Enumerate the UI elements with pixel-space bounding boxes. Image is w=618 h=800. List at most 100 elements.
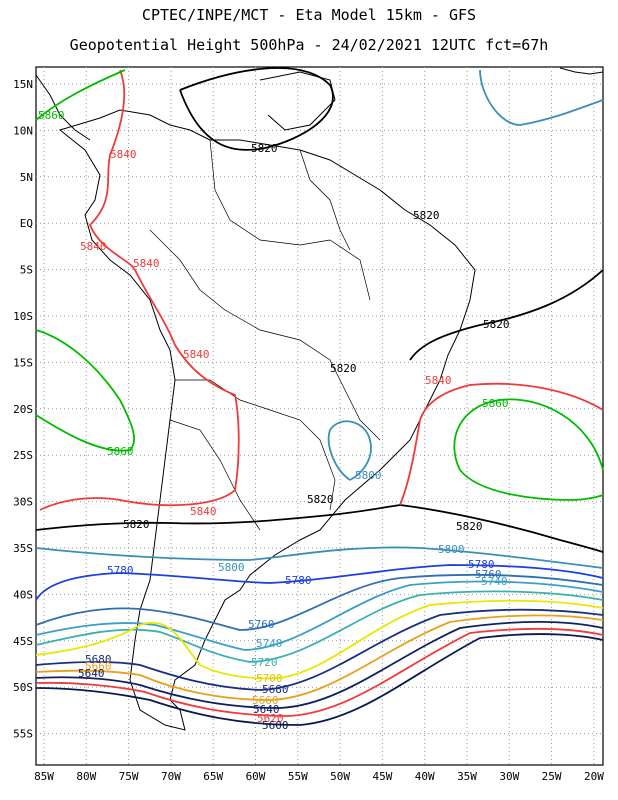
contour-label: 5860 (482, 397, 509, 410)
lat-tick-label: 50S (13, 681, 33, 694)
contour-5860-pacific (35, 329, 135, 452)
lat-tick-label: EQ (20, 217, 33, 230)
contour-label: 5820 (307, 493, 334, 506)
lon-tick-label: 50W (330, 770, 350, 783)
lon-tick-label: 35W (457, 770, 477, 783)
border-line (209, 139, 371, 301)
lat-tick-label: 30S (13, 496, 33, 509)
contour-5740 (35, 580, 604, 651)
contour-5660 (35, 614, 604, 701)
lon-tick-label: 30W (499, 770, 519, 783)
contour-5800-main (35, 546, 604, 569)
lon-tick-label: 65W (203, 770, 223, 783)
lon-tick-label: 60W (246, 770, 266, 783)
central-america-coast (35, 74, 91, 141)
contour-label: 5700 (256, 672, 283, 685)
contour-5800-north (479, 69, 604, 126)
contour-label: 5620 (257, 712, 284, 725)
chart-subtitle: Geopotential Height 500hPa - 24/02/2021 … (69, 36, 549, 54)
contour-5760 (35, 574, 604, 631)
contour-label: 5820 (456, 520, 483, 533)
lat-tick-label: 5S (20, 264, 33, 277)
contour-label: 5860 (38, 109, 65, 122)
map-frame (35, 66, 604, 766)
contour-label: 5600 (262, 719, 289, 732)
contour-5780 (35, 564, 604, 601)
contour-lines (35, 67, 604, 726)
contour-5820-north (179, 67, 334, 151)
contour-label: 5780 (107, 564, 134, 577)
lat-tick-label: 40S (13, 588, 33, 601)
contour-label: 5680 (85, 653, 112, 666)
lon-tick-label: 20W (584, 770, 604, 783)
chart-title: CPTEC/INPE/MCT - Eta Model 15km - GFS (141, 6, 477, 24)
contour-5600 (35, 633, 604, 726)
contour-label: 5820 (330, 362, 357, 375)
contour-label: 5680 (262, 683, 289, 696)
south-america-coast (58, 109, 476, 731)
contour-5620 (35, 627, 604, 717)
lat-tick-label: 5N (20, 171, 33, 184)
contour-label: 5740 (481, 575, 508, 588)
contour-5700 (35, 599, 604, 680)
contour-label: 5800 (355, 469, 382, 482)
contour-label: 5760 (475, 568, 502, 581)
contour-5860-atlantic (453, 398, 604, 501)
contour-label: 5840 (80, 240, 107, 253)
graticule (36, 67, 603, 765)
lon-tick-label: 45W (372, 770, 392, 783)
contour-5800-cell (327, 420, 372, 481)
lat-tick-label: 15N (13, 78, 33, 91)
lon-tick-label: 85W (34, 770, 54, 783)
contour-label: 5840 (133, 257, 160, 270)
contour-label: 5800 (218, 561, 245, 574)
contour-label: 5820 (251, 142, 278, 155)
contour-label: 5820 (483, 318, 510, 331)
contour-label: 5660 (252, 694, 279, 707)
caribbean-islands (259, 71, 336, 131)
lat-tick-label: 20S (13, 403, 33, 416)
contour-label: 5820 (413, 209, 440, 222)
lon-tick-label: 80W (76, 770, 96, 783)
contour-label: 5840 (190, 505, 217, 518)
contour-5840-east (399, 382, 604, 506)
contour-labels: 5820 5820 5820 5820 5820 5820 5820 5840 … (38, 109, 510, 732)
contour-5720 (35, 590, 604, 663)
contour-5840-andes (39, 69, 240, 511)
contour-label: 5840 (425, 374, 452, 387)
contour-label: 5640 (78, 667, 105, 680)
contour-label: 5780 (285, 574, 312, 587)
lat-tick-label: 25S (13, 449, 33, 462)
lat-tick-label: 10N (13, 124, 33, 137)
lon-tick-label: 75W (119, 770, 139, 783)
axis-tick-labels: 15N 10N 5N EQ 5S 10S 15S 20S 25S 30S 35S 40S 45S 50S 5… (13, 78, 604, 783)
contour-5820-main (35, 504, 604, 553)
lon-tick-label: 70W (161, 770, 181, 783)
lat-tick-label: 15S (13, 356, 33, 369)
contour-label: 5780 (468, 558, 495, 571)
lon-tick-label: 40W (415, 770, 435, 783)
contour-label: 5860 (107, 445, 134, 458)
lat-tick-label: 45S (13, 635, 33, 648)
contour-label: 5760 (248, 618, 275, 631)
contour-5860-north (35, 69, 126, 121)
border-line (169, 419, 261, 531)
contour-label: 5840 (110, 148, 137, 161)
contour-label: 5820 (123, 518, 150, 531)
contour-label: 5640 (253, 703, 280, 716)
contour-5640 (35, 621, 604, 709)
contour-label: 5800 (438, 543, 465, 556)
border-line (175, 379, 336, 511)
lat-tick-label: 35S (13, 542, 33, 555)
contour-label: 5720 (251, 656, 278, 669)
contour-5820-east (409, 269, 604, 361)
lat-tick-label: 55S (13, 728, 33, 741)
border-line (149, 229, 381, 441)
lon-tick-label: 25W (542, 770, 562, 783)
contour-label: 5740 (256, 637, 283, 650)
africa-coast (559, 67, 604, 75)
lat-tick-label: 10S (13, 310, 33, 323)
coastline (35, 67, 604, 731)
country-borders (149, 139, 381, 531)
